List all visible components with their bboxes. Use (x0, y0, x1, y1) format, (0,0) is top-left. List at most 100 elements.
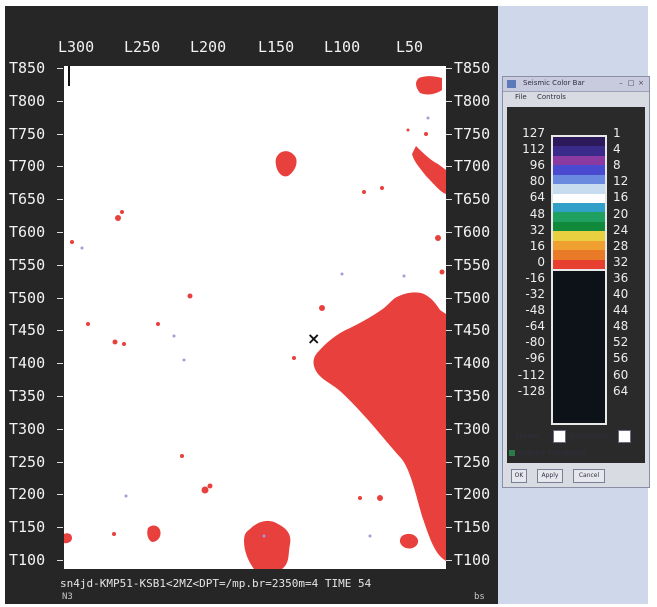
faint-anomalies (80, 116, 430, 538)
amplitude-label: 0 (537, 255, 545, 269)
sticker-label: Sticker (515, 432, 539, 440)
x-tick-label: L100 (324, 38, 361, 56)
menu-controls[interactable]: Controls (537, 93, 566, 101)
window-titlebar[interactable]: Seismic Color Bar – □ × (503, 77, 649, 92)
y-tick-label-right: T500 (454, 289, 491, 307)
index-label: 4 (613, 142, 621, 156)
y-tick-mark (446, 101, 452, 102)
y-tick-label-left: T800 (9, 92, 46, 110)
dark-color-range[interactable] (551, 269, 607, 425)
y-tick-label-right: T450 (454, 321, 491, 339)
index-label: 16 (613, 190, 629, 204)
amplitude-label: -64 (525, 319, 545, 333)
color-swatch[interactable] (553, 165, 605, 176)
y-tick-mark (57, 527, 63, 528)
y-tick-mark (446, 560, 452, 561)
index-label: 52 (613, 335, 629, 349)
color-swatch[interactable] (553, 212, 605, 223)
maximize-icon[interactable]: □ (627, 79, 635, 87)
y-tick-mark (57, 462, 63, 463)
color-swatches[interactable] (551, 135, 607, 271)
y-tick-mark (57, 396, 63, 397)
amplitude-label: -48 (525, 303, 545, 317)
amplitude-label: 80 (529, 174, 545, 188)
y-tick-label-left: T600 (9, 223, 46, 241)
apply-button[interactable]: Apply (537, 469, 563, 483)
y-tick-label-left: T300 (9, 420, 46, 438)
y-tick-mark (446, 527, 452, 528)
interact-label: Interact Interpolate (518, 449, 586, 457)
y-tick-mark (446, 330, 452, 331)
y-tick-mark (446, 462, 452, 463)
amplitude-label: -16 (525, 271, 545, 285)
window-title: Seismic Color Bar (523, 79, 585, 87)
color-swatch[interactable] (553, 146, 605, 157)
y-tick-mark (57, 265, 63, 266)
minimize-icon[interactable]: – (619, 79, 623, 87)
amplitude-label: -32 (525, 287, 545, 301)
y-tick-label-left: T850 (9, 59, 46, 77)
annotation-checkbox[interactable] (618, 430, 631, 443)
color-swatch[interactable] (553, 203, 605, 213)
interact-toggle-icon[interactable] (509, 450, 515, 456)
index-label: 44 (613, 303, 629, 317)
color-swatch[interactable] (553, 137, 605, 147)
seismic-plot-area[interactable]: × (64, 66, 446, 569)
app-icon (507, 80, 516, 88)
index-label: 12 (613, 174, 629, 188)
color-swatch[interactable] (553, 221, 605, 232)
y-tick-mark (57, 298, 63, 299)
status-left-text: N3 (62, 592, 73, 602)
index-label: 32 (613, 255, 629, 269)
annotation-label: Annotation (569, 432, 608, 440)
y-tick-label-right: T650 (454, 190, 491, 208)
menu-file[interactable]: File (515, 93, 527, 101)
index-label: 64 (613, 384, 629, 398)
y-tick-label-left: T650 (9, 190, 46, 208)
y-tick-mark (57, 134, 63, 135)
index-label: 1 (613, 126, 621, 140)
y-tick-label-right: T800 (454, 92, 491, 110)
index-label: 56 (613, 351, 629, 365)
color-swatch[interactable] (553, 250, 605, 261)
x-tick-label: L250 (124, 38, 161, 56)
color-swatch[interactable] (553, 231, 605, 242)
color-swatch[interactable] (553, 174, 605, 185)
color-scale-panel: 127 112 96 80 64 48 32 16 0 -16 -32 -48 -64 -80 -96 -11… (507, 107, 645, 463)
amplitude-label: 64 (529, 190, 545, 204)
y-tick-label-left: T150 (9, 518, 46, 536)
y-tick-label-right: T200 (454, 485, 491, 503)
y-tick-label-right: T850 (454, 59, 491, 77)
color-swatch[interactable] (553, 259, 605, 269)
y-tick-mark (57, 494, 63, 495)
y-tick-label-right: T400 (454, 354, 491, 372)
seismic-amplitude-map (64, 66, 446, 569)
y-tick-label-right: T350 (454, 387, 491, 405)
index-label: 20 (613, 207, 629, 221)
y-tick-label-right: T100 (454, 551, 491, 569)
y-tick-mark (57, 166, 63, 167)
sticker-checkbox[interactable] (553, 430, 566, 443)
y-tick-mark (57, 232, 63, 233)
cancel-button[interactable]: Cancel (573, 469, 605, 483)
close-icon[interactable]: × (638, 79, 644, 87)
y-tick-label-right: T150 (454, 518, 491, 536)
y-tick-mark (446, 265, 452, 266)
color-swatch[interactable] (553, 193, 605, 204)
y-tick-mark (446, 429, 452, 430)
amplitude-label: -80 (525, 335, 545, 349)
amplitude-label: 96 (529, 158, 545, 172)
ok-button[interactable]: OK (511, 469, 527, 483)
y-tick-label-left: T550 (9, 256, 46, 274)
y-tick-label-left: T500 (9, 289, 46, 307)
color-swatch[interactable] (553, 155, 605, 166)
color-swatch[interactable] (553, 240, 605, 251)
index-label: 40 (613, 287, 629, 301)
amplitude-label: 48 (529, 207, 545, 221)
index-label: 24 (613, 223, 629, 237)
amplitude-label: -128 (517, 384, 545, 398)
y-tick-label-right: T250 (454, 453, 491, 471)
y-tick-label-left: T400 (9, 354, 46, 372)
color-swatch[interactable] (553, 184, 605, 195)
index-label: 8 (613, 158, 621, 172)
